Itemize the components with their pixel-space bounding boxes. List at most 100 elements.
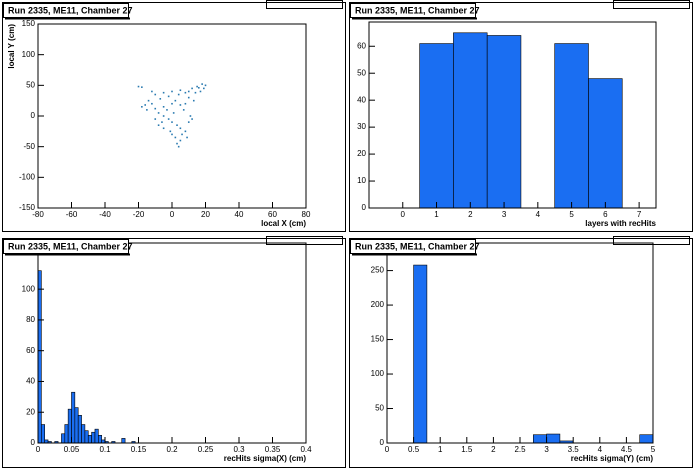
point — [187, 96, 190, 99]
y-tick-label: 0 — [362, 203, 367, 212]
point — [174, 99, 177, 102]
y-tick-label: 20 — [357, 149, 366, 158]
y-tick-label: 50 — [375, 404, 384, 413]
point — [171, 90, 173, 93]
bar — [94, 428, 99, 444]
bar — [588, 78, 623, 209]
y-tick-label: 20 — [26, 407, 35, 416]
point — [162, 115, 165, 117]
point — [184, 91, 187, 94]
point — [198, 86, 200, 89]
x-tick-label: 3 — [544, 445, 549, 454]
point — [172, 112, 175, 114]
point — [154, 107, 157, 110]
x-tick-label: 0.35 — [265, 445, 281, 454]
y-tick-label: 100 — [22, 284, 36, 293]
x-tick-label: 0.05 — [64, 445, 80, 454]
y-tick-label: 0 — [31, 111, 36, 120]
bar — [67, 408, 72, 444]
bar — [453, 32, 488, 209]
chart-title: Run 2335, ME11, Chamber 27 — [8, 241, 133, 251]
x-tick-label: 0 — [36, 445, 41, 454]
y-tick-label: 100 — [22, 50, 36, 59]
point — [192, 99, 195, 102]
x-tick-label: 40 — [235, 210, 244, 219]
point — [141, 86, 143, 88]
x-tick-label: 1 — [438, 445, 443, 454]
bar — [37, 270, 42, 444]
point — [184, 130, 187, 133]
x-tick-label: 4.5 — [621, 445, 633, 454]
stat-box — [266, 236, 343, 245]
point — [191, 87, 193, 90]
y-tick-label: 30 — [357, 122, 366, 131]
point — [187, 121, 190, 123]
bar — [554, 43, 589, 209]
bar — [419, 43, 454, 209]
y-tick-label: 60 — [26, 346, 35, 355]
bar — [486, 35, 522, 209]
y-tick-label: 150 — [22, 19, 36, 28]
y-tick-label: 80 — [26, 315, 35, 324]
point — [177, 145, 180, 148]
x-tick-label: 0.15 — [131, 445, 147, 454]
point — [204, 84, 207, 87]
x-tick-label: 60 — [268, 210, 277, 219]
bar — [61, 433, 66, 444]
x-tick-label: 4 — [536, 210, 541, 219]
stat-box — [613, 0, 690, 9]
point — [177, 93, 180, 96]
y-tick-label: 40 — [357, 95, 366, 104]
x-tick-label: 0 — [385, 445, 390, 454]
x-axis-label: local X (cm) — [261, 219, 306, 228]
point — [181, 133, 183, 136]
y-tick-label: 200 — [371, 300, 385, 309]
bar — [413, 264, 428, 444]
x-tick-label: 3 — [502, 210, 507, 219]
point — [151, 102, 153, 105]
x-tick-label: 1.5 — [461, 445, 473, 454]
bar — [77, 415, 82, 444]
bar — [71, 391, 76, 444]
plot-frame — [37, 23, 307, 209]
point — [157, 124, 160, 126]
bar — [121, 438, 126, 444]
pad — [349, 2, 693, 232]
pad — [2, 2, 346, 232]
y-tick-label: 50 — [26, 80, 35, 89]
point — [159, 98, 162, 100]
point — [203, 87, 205, 90]
x-tick-label: -40 — [99, 210, 111, 219]
point — [146, 109, 148, 111]
point — [154, 93, 157, 96]
bar — [74, 407, 79, 444]
point — [187, 90, 190, 93]
point — [169, 130, 172, 133]
y-tick-label: 150 — [371, 335, 385, 344]
x-tick-label: 0.25 — [198, 445, 214, 454]
point — [154, 118, 157, 120]
bar — [84, 430, 89, 444]
point — [157, 112, 160, 114]
x-tick-label: 20 — [201, 210, 210, 219]
y-tick-label: 10 — [357, 176, 366, 185]
bar — [546, 433, 561, 444]
x-tick-label: 0.3 — [233, 445, 245, 454]
x-tick-label: 6 — [603, 210, 608, 219]
bar — [98, 435, 102, 444]
x-axis-label: recHits sigma(X) (cm) — [224, 454, 307, 463]
y-tick-label: 250 — [371, 266, 385, 275]
point — [162, 127, 165, 130]
point — [179, 89, 182, 92]
bar — [81, 424, 86, 444]
bar — [91, 431, 96, 444]
chart-title: Run 2335, ME11, Chamber 27 — [8, 5, 133, 15]
point — [151, 90, 153, 93]
x-tick-label: 2.5 — [514, 445, 526, 454]
point — [191, 118, 193, 120]
bar — [87, 435, 92, 444]
point — [194, 91, 197, 94]
pad — [349, 238, 693, 468]
